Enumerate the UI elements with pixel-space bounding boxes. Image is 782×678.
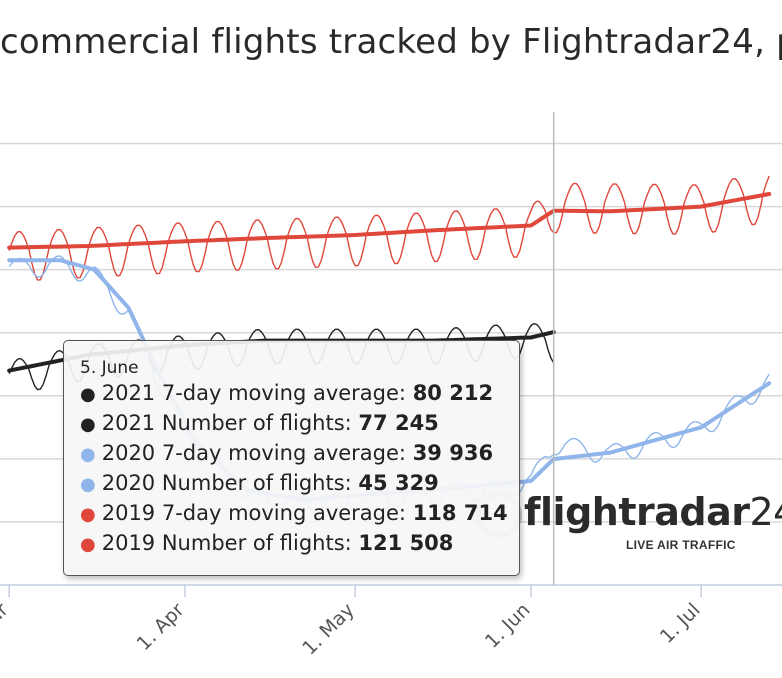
tooltip-row-value: 39 936 <box>412 441 494 465</box>
series-dot-icon: ● <box>80 384 96 405</box>
tooltip-row: ● 2021 Number of flights: 77 245 <box>80 411 439 435</box>
tooltip-row-label: 2020 7-day moving average: <box>101 441 413 465</box>
tooltip-row-label: 2019 Number of flights: <box>101 531 359 555</box>
tooltip-row-value: 118 714 <box>412 501 508 525</box>
tooltip-row: ● 2020 Number of flights: 45 329 <box>80 471 439 495</box>
tooltip-row: ● 2019 7-day moving average: 118 714 <box>80 501 508 525</box>
series-line <box>8 175 770 281</box>
series-dot-icon: ● <box>80 474 96 495</box>
series-dot-icon: ● <box>80 534 96 555</box>
logo-word: flightradar <box>524 490 750 534</box>
chart-tooltip: 5. June ● 2021 7-day moving average: 80 2… <box>63 340 520 576</box>
logo-subtitle: LIVE AIR TRAFFIC <box>626 538 736 552</box>
tooltip-row-value: 77 245 <box>358 411 439 435</box>
tooltip-row: ● 2020 7-day moving average: 39 936 <box>80 441 493 465</box>
series-dot-icon: ● <box>80 504 96 525</box>
logo-number: 24 <box>749 490 782 534</box>
tooltip-row-label: 2020 Number of flights: <box>101 471 359 495</box>
tooltip-row: ● 2019 Number of flights: 121 508 <box>80 531 453 555</box>
tooltip-row-value: 80 212 <box>412 381 494 405</box>
x-tick-label: ar <box>0 599 13 628</box>
tooltip-row-value: 45 329 <box>358 471 439 495</box>
tooltip-row-label: 2021 7-day moving average: <box>101 381 413 405</box>
flightradar24-watermark: flightradar24 LIVE AIR TRAFFIC <box>476 488 782 568</box>
x-tick-label: 1. Apr <box>133 599 189 655</box>
chart-title: commercial flights tracked by Flightrada… <box>0 22 782 62</box>
tooltip-row: ● 2021 7-day moving average: 80 212 <box>80 381 493 405</box>
series-dot-icon: ● <box>80 414 96 435</box>
tooltip-date: 5. June <box>80 358 139 378</box>
x-tick-label: 1. Jun <box>481 599 535 653</box>
series-line <box>7 192 772 250</box>
logo-wordmark: flightradar24 <box>524 490 782 534</box>
x-tick-label: 1. Jul <box>656 599 705 648</box>
series-dot-icon: ● <box>80 444 96 465</box>
x-tick-label: 1. May <box>298 599 358 659</box>
tooltip-row-value: 121 508 <box>358 531 454 555</box>
x-axis: ar 1. Apr 1. May 1. Jun 1. Jul <box>0 585 705 659</box>
tooltip-row-label: 2021 Number of flights: <box>101 411 359 435</box>
tooltip-row-label: 2019 7-day moving average: <box>101 501 413 525</box>
